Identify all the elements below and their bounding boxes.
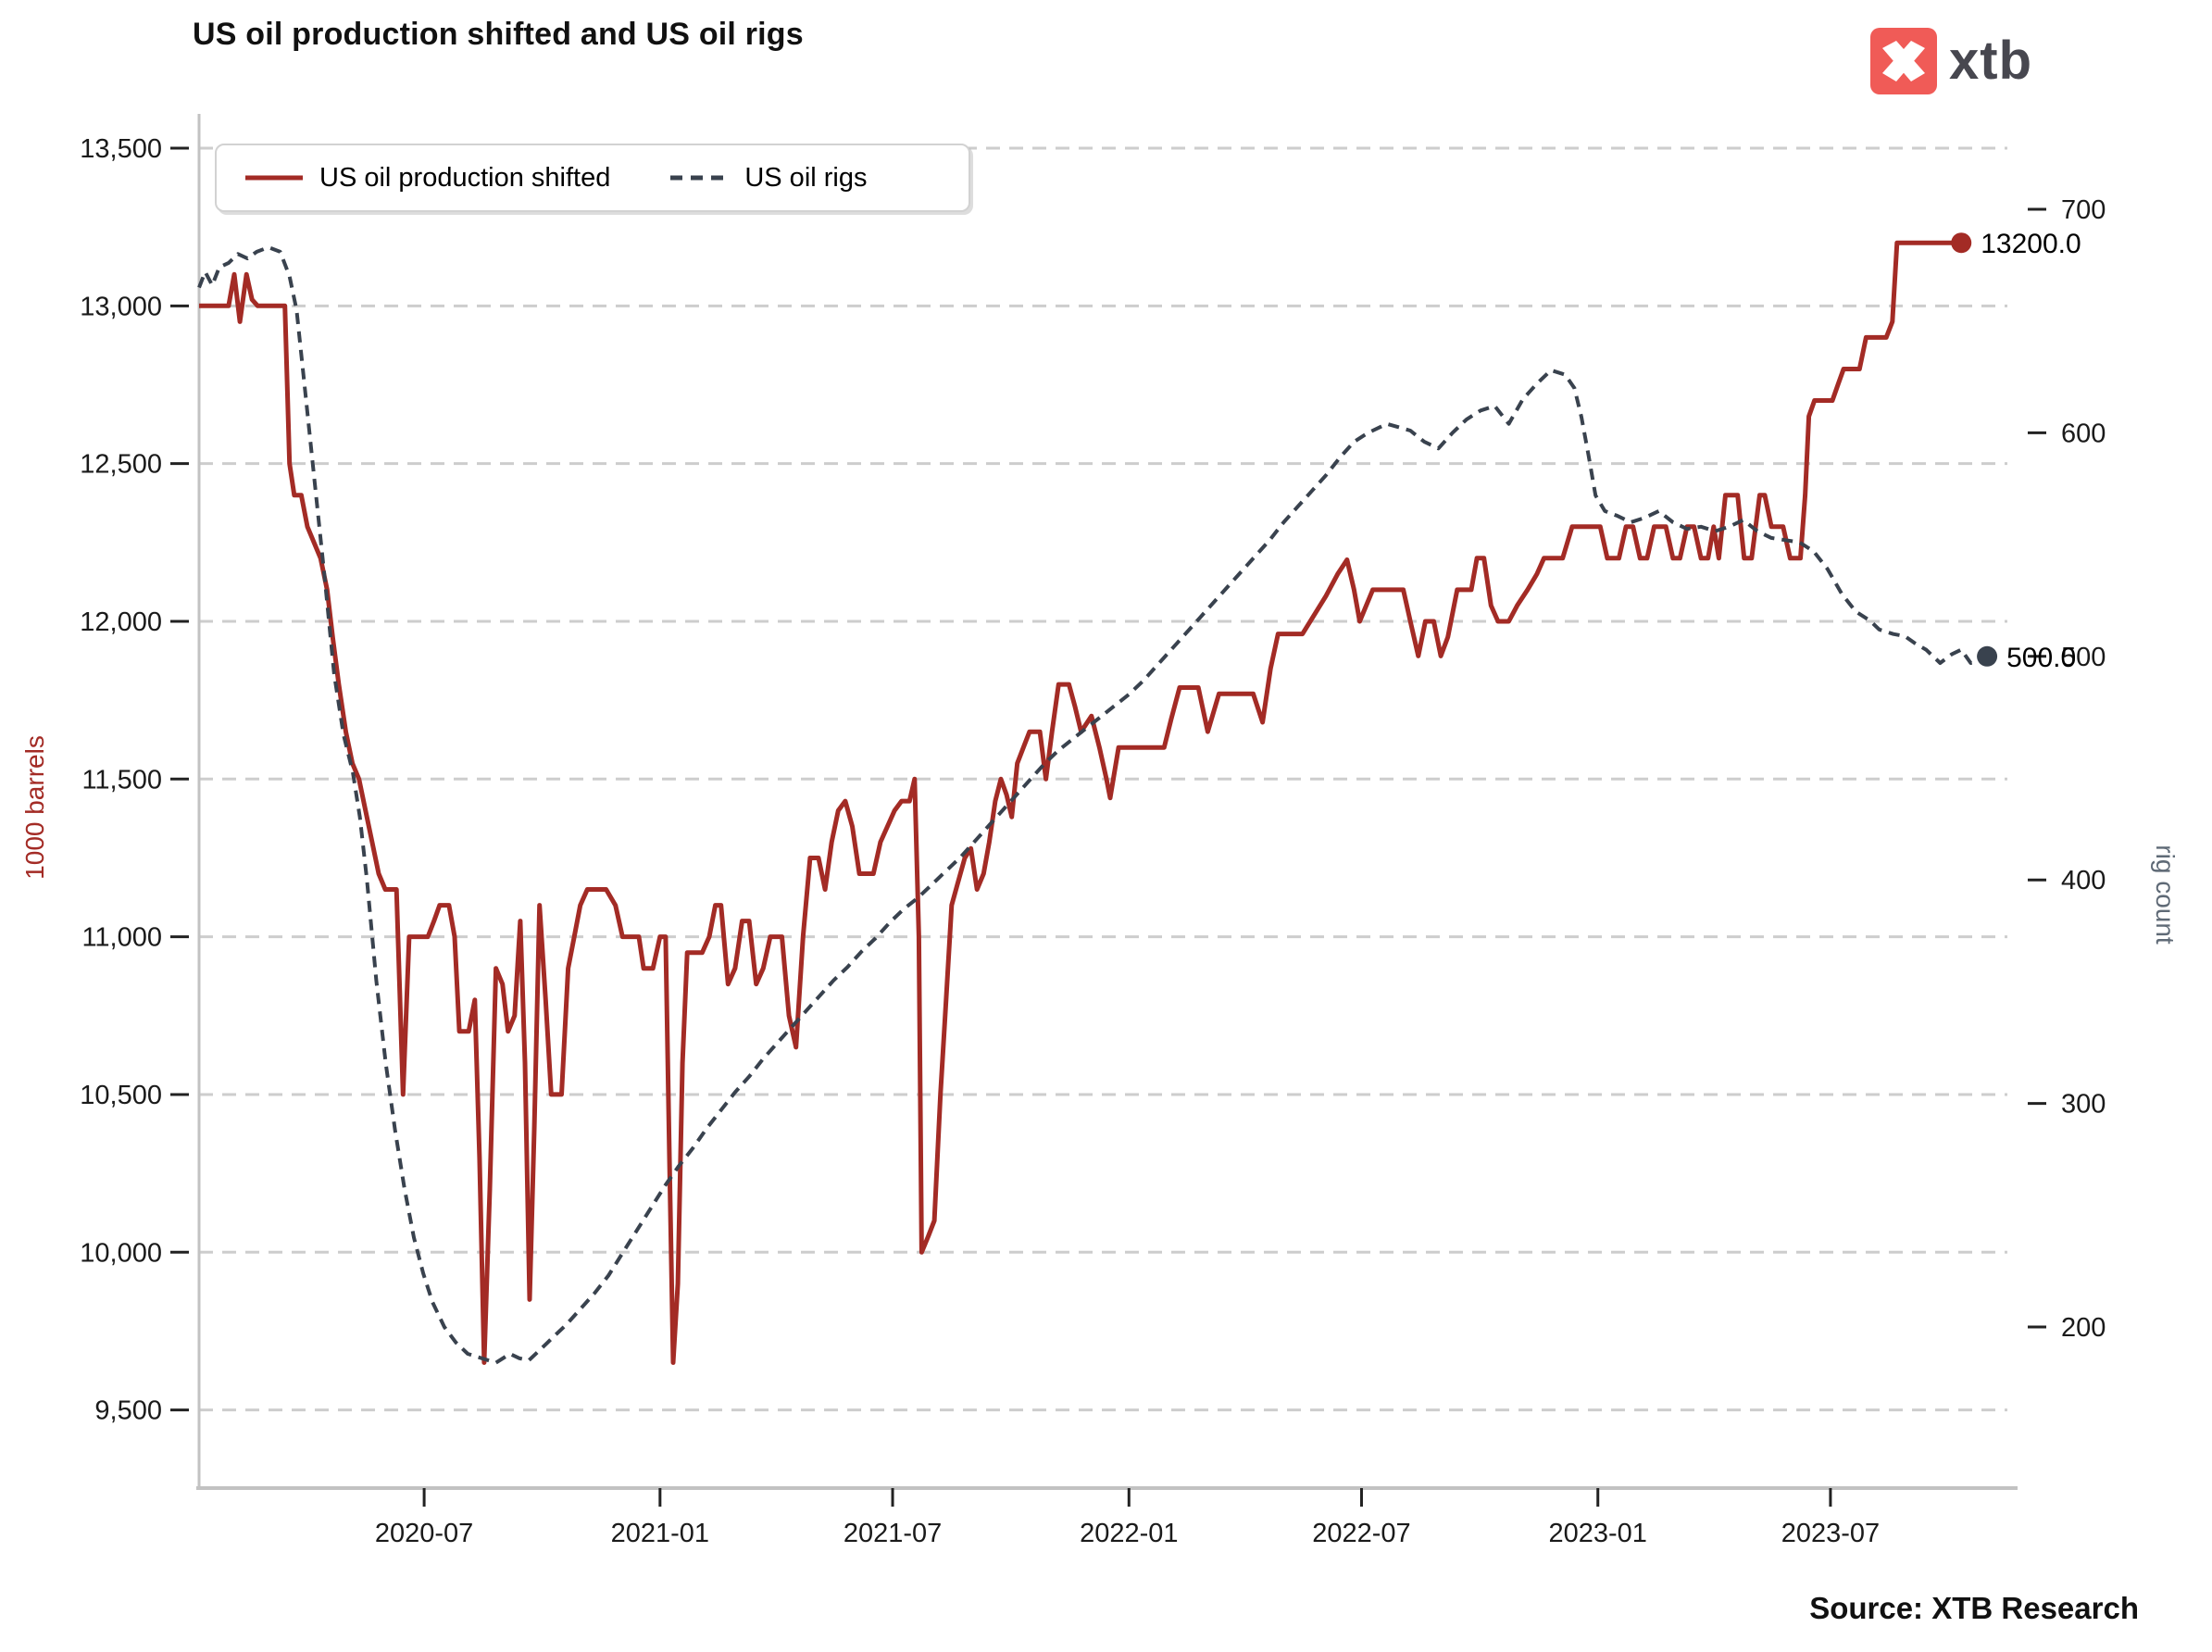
left-tick-label: 11,500 xyxy=(81,765,162,795)
left-tick-label: 10,000 xyxy=(80,1238,162,1268)
left-tick-label: 9,500 xyxy=(94,1396,162,1426)
right-tick-label: 600 xyxy=(2061,419,2106,448)
x-tick-label: 2021-07 xyxy=(844,1519,942,1548)
x-tick-label: 2020-07 xyxy=(375,1519,473,1548)
legend-item-production: US oil production shifted xyxy=(244,163,610,194)
legend-item-rigs: US oil rigs xyxy=(669,162,868,194)
left-tick-label: 13,000 xyxy=(80,292,162,321)
right-tick-label: 300 xyxy=(2061,1090,2106,1120)
rigs-end-label: 500.0 xyxy=(2006,643,2076,673)
production-end-label: 13200.0 xyxy=(1981,229,2081,259)
rigs-end-dot xyxy=(1977,645,1998,667)
x-tick-label: 2023-07 xyxy=(1781,1519,1880,1548)
right-axis-title: rig count xyxy=(2151,845,2180,945)
legend-swatch-dashed-line-icon xyxy=(670,175,729,181)
series-production-line xyxy=(199,240,1962,1365)
xtb-x-glyph xyxy=(1882,41,1925,81)
left-tick-label: 12,500 xyxy=(80,450,162,480)
production-end-dot xyxy=(1951,232,1972,254)
legend-label-production: US oil production shifted xyxy=(319,162,611,193)
left-tick-label: 10,500 xyxy=(80,1081,162,1110)
left-tick-label: 13,500 xyxy=(80,134,162,164)
left-axis-title: 1000 barrels xyxy=(20,735,49,880)
x-tick-label: 2022-01 xyxy=(1080,1519,1178,1548)
right-tick-label: 400 xyxy=(2061,866,2106,895)
right-tick-label: 700 xyxy=(2061,195,2106,225)
left-tick-label: 11,000 xyxy=(81,923,162,953)
chart-legend: US oil production shifted US oil rigs xyxy=(215,144,970,212)
right-tick-label: 500 xyxy=(2061,643,2106,672)
x-tick-label: 2021-01 xyxy=(611,1519,709,1548)
left-tick-label: 12,000 xyxy=(80,607,162,637)
x-tick-label: 2022-07 xyxy=(1312,1519,1410,1548)
right-tick-label: 200 xyxy=(2061,1313,2106,1343)
series-rigs-line xyxy=(197,245,1989,1365)
legend-swatch-solid-line-icon xyxy=(245,175,303,181)
source-note: Source: XTB Research xyxy=(1809,1591,2139,1625)
legend-label-rigs: US oil rigs xyxy=(744,162,868,193)
xtb-logo-text: xtb xyxy=(1949,31,2032,91)
chart-title: US oil production shifted and US oil rig… xyxy=(193,17,804,52)
xtb-logo-icon xyxy=(1870,28,1937,94)
xtb-logo: xtb xyxy=(1870,28,2032,94)
x-tick-label: 2023-01 xyxy=(1549,1519,1647,1548)
